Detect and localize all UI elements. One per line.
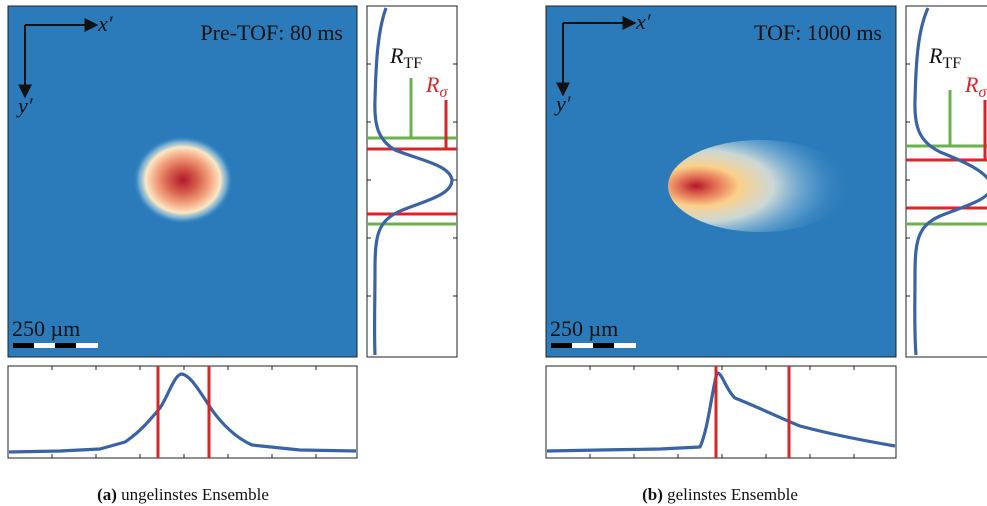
text-part: σ bbox=[978, 84, 987, 101]
profile-box bbox=[545, 365, 897, 459]
text-part: ungelinstes Ensemble bbox=[121, 485, 269, 504]
ticks bbox=[589, 366, 855, 458]
profile-curve bbox=[372, 7, 454, 356]
rect-shape bbox=[34, 343, 55, 348]
caption: (b) gelinstes Ensemble bbox=[642, 485, 798, 504]
rect-shape bbox=[593, 343, 614, 348]
profile-box bbox=[7, 365, 358, 459]
ticks bbox=[367, 63, 457, 297]
rsigma-label: Rσ bbox=[425, 72, 448, 101]
rect-shape bbox=[76, 343, 98, 348]
profile-curve bbox=[8, 372, 357, 454]
cloud bbox=[133, 136, 233, 224]
text-part: σ bbox=[439, 84, 448, 101]
panel-b: x′ y′ TOF: 1000 ms 250 µm RTF Rσ (b) gel… bbox=[545, 5, 987, 504]
text-part: R bbox=[964, 72, 979, 97]
profile-curve bbox=[546, 371, 896, 453]
rect-shape bbox=[551, 343, 572, 348]
profile-box bbox=[905, 5, 987, 358]
panel-label: TOF: 1000 ms bbox=[754, 20, 882, 45]
rtf-label: RTF bbox=[928, 43, 961, 72]
profile-curve bbox=[913, 7, 987, 356]
ticks bbox=[906, 63, 910, 297]
y-axis-label: y′ bbox=[16, 93, 34, 118]
profile-box bbox=[366, 5, 458, 358]
y-axis-label: y′ bbox=[554, 91, 572, 116]
panel-label: Pre-TOF: 80 ms bbox=[200, 20, 343, 45]
caption: (a) ungelinstes Ensemble bbox=[97, 485, 269, 504]
text-part: TF bbox=[942, 55, 961, 72]
scale-bar bbox=[13, 343, 98, 348]
image-frame bbox=[545, 5, 897, 358]
rsigma-label: Rσ bbox=[964, 72, 987, 101]
text-part: R bbox=[928, 43, 943, 68]
text-part: (a) bbox=[97, 485, 117, 504]
x-axis-label: x′ bbox=[97, 11, 114, 36]
panel-a: x′ y′ Pre-TOF: 80 ms 250 µm RTF Rσ (a) u… bbox=[7, 5, 458, 504]
rect-shape bbox=[572, 343, 593, 348]
x-axis-label: x′ bbox=[635, 9, 652, 34]
image-frame bbox=[7, 5, 358, 358]
scale-bar-label: 250 µm bbox=[550, 316, 618, 341]
text-part: (b) bbox=[642, 485, 663, 504]
cloud bbox=[668, 140, 852, 232]
scale-bar bbox=[551, 343, 636, 348]
rect-shape bbox=[614, 343, 636, 348]
text-part: gelinstes Ensemble bbox=[667, 485, 798, 504]
text-part: R bbox=[389, 43, 404, 68]
text-part: TF bbox=[403, 55, 422, 72]
ticks bbox=[51, 366, 317, 458]
text-part: R bbox=[425, 72, 440, 97]
scale-bar-label: 250 µm bbox=[12, 316, 80, 341]
rtf-label: RTF bbox=[389, 43, 422, 72]
rect-shape bbox=[13, 343, 34, 348]
rect-shape bbox=[55, 343, 76, 348]
